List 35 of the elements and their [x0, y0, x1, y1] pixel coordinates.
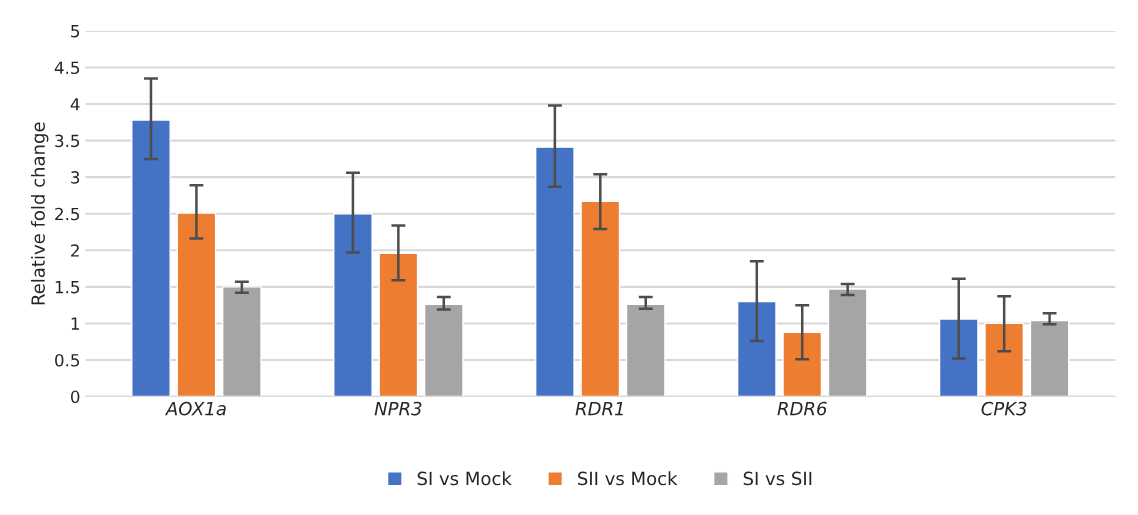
bar [534, 146, 575, 397]
bar [625, 303, 666, 397]
x-tick-label: RDR6 [777, 401, 827, 416]
bar [984, 322, 1025, 397]
x-tick-label: CPK3 [981, 401, 1027, 416]
bar [423, 303, 464, 397]
y-tick-label: 2.5 [55, 207, 80, 221]
bar [736, 300, 777, 397]
bar [333, 213, 373, 397]
y-tick-label: 5 [71, 25, 80, 38]
x-tick-label: RDR1 [575, 401, 623, 416]
y-axis-title: Relative fold change [30, 122, 49, 305]
y-tick-label: 2 [71, 244, 79, 257]
y-tick-label: 0.5 [55, 353, 80, 367]
y-tick-label: 4 [70, 98, 80, 111]
y-tick-label: 3.5 [55, 134, 80, 148]
bar [221, 286, 262, 397]
legend-label: SI vs SII [743, 471, 812, 486]
legend-label: SII vs Mock [578, 471, 678, 486]
bar [1029, 319, 1070, 397]
bar [580, 200, 621, 397]
x-tick-label: NPR3 [374, 401, 422, 416]
bar [378, 252, 419, 397]
y-tick-label: 0 [70, 390, 80, 404]
y-tick-label: 1.5 [55, 281, 80, 294]
bar [782, 331, 823, 397]
legend-label: SI vs Mock [417, 471, 512, 486]
x-tick-label: AOX1a [164, 401, 226, 416]
y-tick-label: 3 [71, 171, 80, 184]
y-tick-label: 4.5 [54, 61, 80, 75]
bar [176, 212, 217, 397]
bar [131, 119, 171, 397]
y-tick-label: 1 [71, 317, 79, 330]
bar [827, 288, 868, 397]
bar [938, 318, 979, 397]
